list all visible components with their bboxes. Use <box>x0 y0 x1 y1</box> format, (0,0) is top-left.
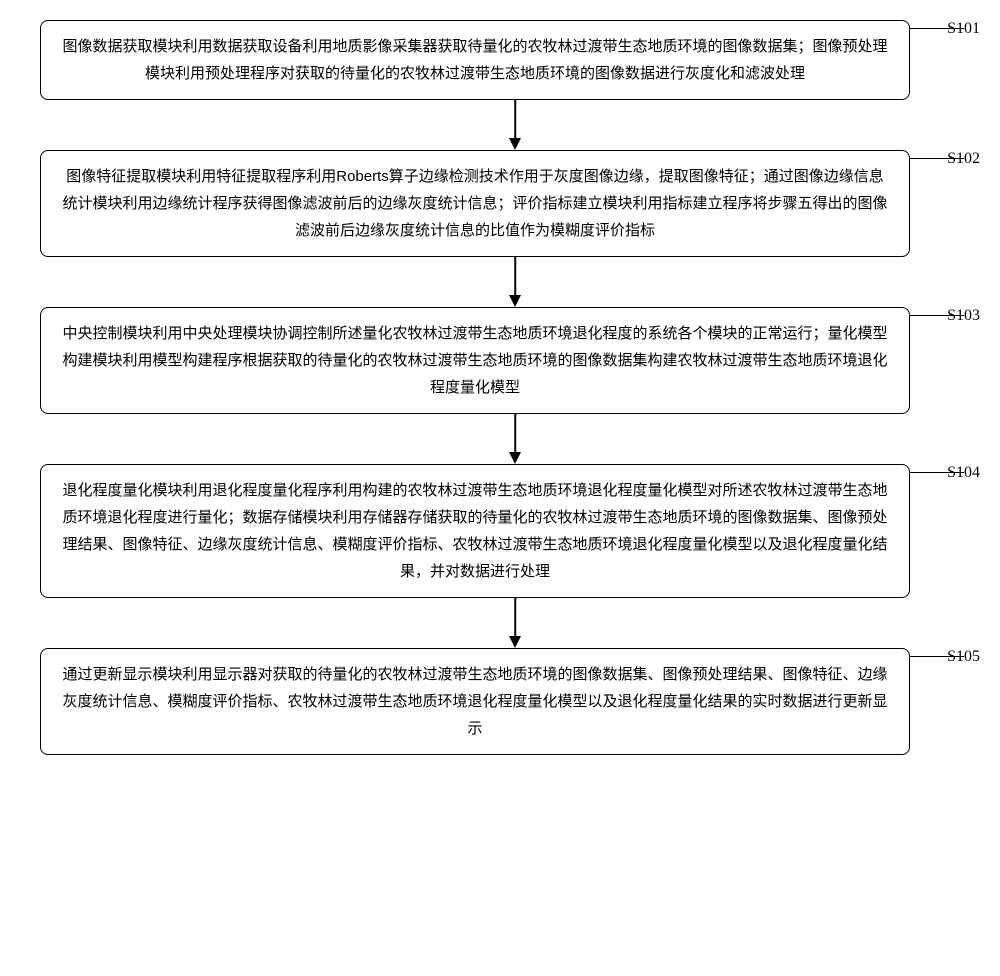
arrow-4 <box>80 598 950 648</box>
step-box-4: 退化程度量化模块利用退化程度量化程序利用构建的农牧林过渡带生态地质环境退化程度量… <box>40 464 910 598</box>
arrow-line <box>514 414 516 456</box>
arrow-head-icon <box>509 636 521 648</box>
step-text: 图像数据获取模块利用数据获取设备利用地质影像采集器获取待量化的农牧林过渡带生态地… <box>62 38 887 82</box>
step-label: S105 <box>947 648 980 666</box>
arrow-line <box>514 100 516 142</box>
step-container-5: 通过更新显示模块利用显示器对获取的待量化的农牧林过渡带生态地质环境的图像数据集、… <box>10 648 990 755</box>
step-box-3: 中央控制模块利用中央处理模块协调控制所述量化农牧林过渡带生态地质环境退化程度的系… <box>40 307 910 414</box>
flowchart-container: 图像数据获取模块利用数据获取设备利用地质影像采集器获取待量化的农牧林过渡带生态地… <box>10 20 990 755</box>
step-container-4: 退化程度量化模块利用退化程度量化程序利用构建的农牧林过渡带生态地质环境退化程度量… <box>10 464 990 598</box>
step-container-2: 图像特征提取模块利用特征提取程序利用Roberts算子边缘检测技术作用于灰度图像… <box>10 150 990 257</box>
arrow-head-icon <box>509 452 521 464</box>
step-label: S102 <box>947 150 980 168</box>
arrow-line <box>514 598 516 640</box>
step-label: S101 <box>947 20 980 38</box>
step-box-1: 图像数据获取模块利用数据获取设备利用地质影像采集器获取待量化的农牧林过渡带生态地… <box>40 20 910 100</box>
step-container-1: 图像数据获取模块利用数据获取设备利用地质影像采集器获取待量化的农牧林过渡带生态地… <box>10 20 990 100</box>
step-label: S103 <box>947 307 980 325</box>
arrow-1 <box>80 100 950 150</box>
step-text: 通过更新显示模块利用显示器对获取的待量化的农牧林过渡带生态地质环境的图像数据集、… <box>62 666 887 737</box>
arrow-head-icon <box>509 138 521 150</box>
arrow-3 <box>80 414 950 464</box>
step-box-2: 图像特征提取模块利用特征提取程序利用Roberts算子边缘检测技术作用于灰度图像… <box>40 150 910 257</box>
step-container-3: 中央控制模块利用中央处理模块协调控制所述量化农牧林过渡带生态地质环境退化程度的系… <box>10 307 990 414</box>
arrow-2 <box>80 257 950 307</box>
step-label: S104 <box>947 464 980 482</box>
step-text: 图像特征提取模块利用特征提取程序利用Roberts算子边缘检测技术作用于灰度图像… <box>62 168 887 239</box>
step-box-5: 通过更新显示模块利用显示器对获取的待量化的农牧林过渡带生态地质环境的图像数据集、… <box>40 648 910 755</box>
arrow-head-icon <box>509 295 521 307</box>
step-text: 中央控制模块利用中央处理模块协调控制所述量化农牧林过渡带生态地质环境退化程度的系… <box>62 325 887 396</box>
step-text: 退化程度量化模块利用退化程度量化程序利用构建的农牧林过渡带生态地质环境退化程度量… <box>62 482 887 580</box>
arrow-line <box>514 257 516 299</box>
